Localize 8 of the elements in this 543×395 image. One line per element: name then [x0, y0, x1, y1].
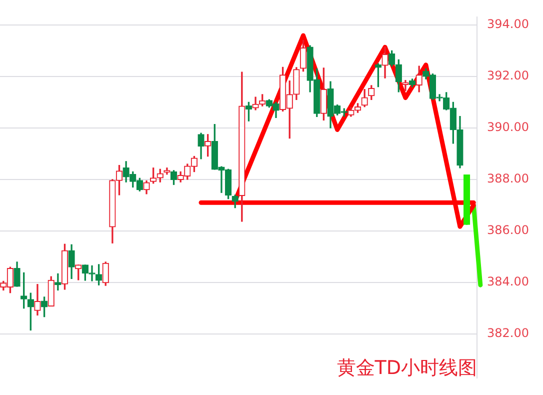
text: 黄金TD小时线图 [336, 356, 477, 381]
y-tick-label: 388.00 [487, 172, 530, 186]
y-tick-label: 394.00 [487, 17, 530, 32]
y-tick-label: 384.00 [487, 274, 530, 289]
y-tick-label: 392.00 [487, 68, 530, 83]
y-tick-label: 382.00 [487, 326, 530, 340]
y-tick-label: 390.00 [487, 120, 530, 134]
y-tick-label: 386.00 [487, 223, 530, 238]
